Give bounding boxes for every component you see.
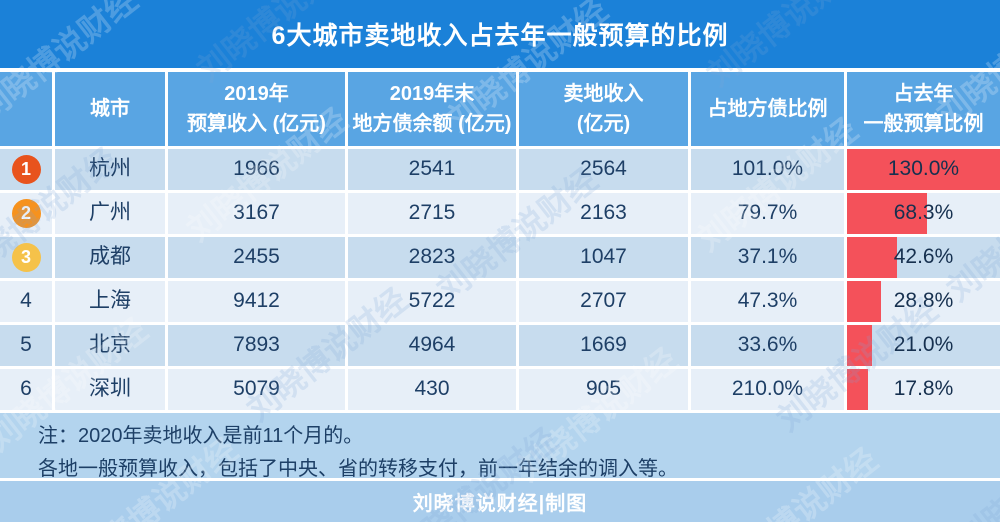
budget-2019-cell: 2455 <box>168 237 345 278</box>
rank-cell: 4 <box>0 281 52 322</box>
ratio-bar <box>847 369 868 410</box>
footer-bar: 刘晓博说财经|制图 <box>0 481 1000 522</box>
budget-2019-cell: 1966 <box>168 149 345 190</box>
debt-ratio-cell: 37.1% <box>691 237 844 278</box>
city-cell: 北京 <box>55 325 165 366</box>
budget-2019-cell: 5079 <box>168 369 345 410</box>
header-city: 城市 <box>55 72 165 146</box>
ratio-bar <box>847 193 928 234</box>
debt-2019-cell: 4964 <box>348 325 516 366</box>
budget-ratio-cell: 21.0% <box>847 325 1000 366</box>
ratio-label: 42.6% <box>893 245 954 269</box>
note-line-2: 各地一般预算收入，包括了中央、省的转移支付，前一年结余的调入等。 <box>38 458 678 480</box>
debt-2019-cell: 2715 <box>348 193 516 234</box>
rank-cell: 1 <box>0 149 52 190</box>
debt-ratio-cell: 101.0% <box>691 149 844 190</box>
header-land-revenue: 卖地收入 (亿元) <box>519 72 688 146</box>
budget-ratio-cell: 42.6% <box>847 237 1000 278</box>
header-rank <box>0 72 52 146</box>
rank-badge-2: 2 <box>11 199 41 228</box>
debt-2019-cell: 2823 <box>348 237 516 278</box>
rank-cell: 2 <box>0 193 52 234</box>
ratio-bar <box>847 237 898 278</box>
budget-ratio-cell: 28.8% <box>847 281 1000 322</box>
debt-ratio-cell: 210.0% <box>691 369 844 410</box>
page-title: 6大城市卖地收入占去年一般预算的比例 <box>271 22 729 50</box>
notes-panel: 注：2020年卖地收入是前11个月的。 各地一般预算收入，包括了中央、省的转移支… <box>0 413 1000 480</box>
header-budget-ratio: 占去年 一般预算比例 <box>847 72 1000 146</box>
debt-ratio-cell: 33.6% <box>691 325 844 366</box>
rank-badge-1: 1 <box>11 155 41 184</box>
budget-2019-cell: 9412 <box>168 281 345 322</box>
city-cell: 上海 <box>55 281 165 322</box>
rank-number-6: 6 <box>20 377 32 401</box>
debt-2019-cell: 2541 <box>348 149 516 190</box>
city-cell: 广州 <box>55 193 165 234</box>
rank-number-5: 5 <box>20 333 32 357</box>
land-revenue-cell: 1047 <box>519 237 688 278</box>
land-revenue-cell: 2564 <box>519 149 688 190</box>
ratio-label: 21.0% <box>893 333 954 357</box>
ratio-bar <box>847 281 881 322</box>
header-debt-ratio: 占地方债比例 <box>691 72 844 146</box>
land-revenue-cell: 2707 <box>519 281 688 322</box>
credit-text: 刘晓博说财经|制图 <box>412 493 588 515</box>
ratio-label: 28.8% <box>893 289 954 313</box>
title-bar: 6大城市卖地收入占去年一般预算的比例 <box>0 0 1000 68</box>
city-cell: 杭州 <box>55 149 165 190</box>
debt-ratio-cell: 79.7% <box>691 193 844 234</box>
land-revenue-cell: 1669 <box>519 325 688 366</box>
rank-cell: 6 <box>0 369 52 410</box>
debt-2019-cell: 430 <box>348 369 516 410</box>
debt-2019-cell: 5722 <box>348 281 516 322</box>
ratio-label: 130.0% <box>887 157 960 181</box>
rank-badge-3: 3 <box>11 243 41 272</box>
ratio-bar <box>847 325 872 366</box>
debt-ratio-cell: 47.3% <box>691 281 844 322</box>
ratio-label: 68.3% <box>893 201 954 225</box>
land-revenue-cell: 905 <box>519 369 688 410</box>
ratio-bar <box>847 149 1000 190</box>
city-cell: 深圳 <box>55 369 165 410</box>
budget-ratio-cell: 17.8% <box>847 369 1000 410</box>
land-revenue-cell: 2163 <box>519 193 688 234</box>
ratio-label: 17.8% <box>893 377 954 401</box>
header-debt-2019: 2019年末 地方债余额 (亿元) <box>348 72 516 146</box>
budget-2019-cell: 7893 <box>168 325 345 366</box>
rank-number-4: 4 <box>20 289 32 313</box>
note-line-1: 注：2020年卖地收入是前11个月的。 <box>38 425 364 447</box>
header-budget-2019: 2019年 预算收入 (亿元) <box>168 72 345 146</box>
rank-cell: 5 <box>0 325 52 366</box>
budget-ratio-cell: 130.0% <box>847 149 1000 190</box>
budget-ratio-cell: 68.3% <box>847 193 1000 234</box>
city-cell: 成都 <box>55 237 165 278</box>
data-table: 城市 2019年 预算收入 (亿元) 2019年末 地方债余额 (亿元) 卖地收入(… <box>0 72 1000 410</box>
rank-cell: 3 <box>0 237 52 278</box>
budget-2019-cell: 3167 <box>168 193 345 234</box>
